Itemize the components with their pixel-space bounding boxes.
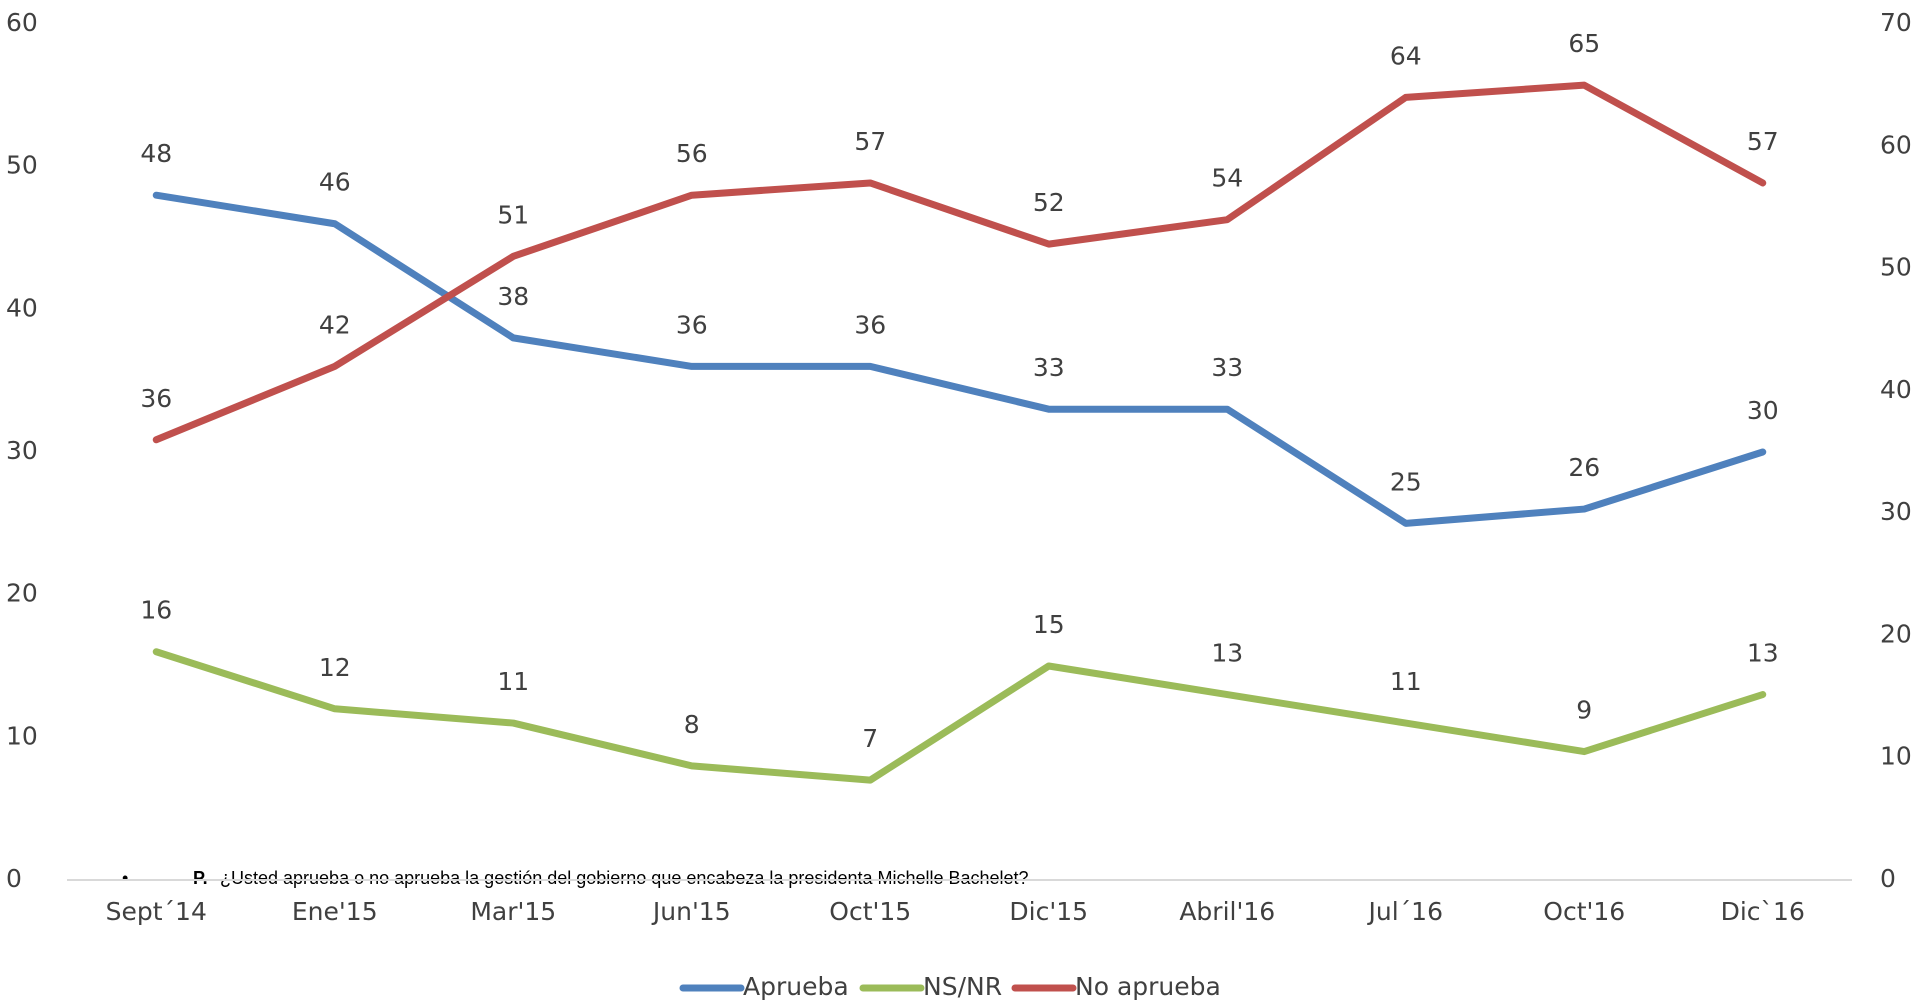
data-label: 36 (854, 310, 886, 339)
y-tick-label: 60 (6, 8, 38, 37)
y2-tick-label: 70 (1880, 8, 1912, 37)
data-label: 64 (1390, 41, 1422, 70)
data-label: 42 (319, 310, 351, 339)
data-label: 7 (862, 724, 878, 753)
y2-tick-label: 20 (1880, 619, 1912, 648)
data-label: 52 (1033, 188, 1065, 217)
data-label: 26 (1568, 453, 1600, 482)
data-label: 30 (1747, 396, 1779, 425)
legend-label: No aprueba (1075, 972, 1221, 1001)
data-label: 12 (319, 653, 351, 682)
y2-tick-label: 0 (1880, 864, 1896, 893)
data-label: 8 (684, 710, 700, 739)
y-tick-label: 50 (6, 151, 38, 180)
legend-label: NS/NR (923, 972, 1002, 1001)
data-label: 13 (1211, 639, 1243, 668)
line (156, 195, 1763, 523)
data-label: 11 (497, 667, 529, 696)
y2-tick-label: 60 (1880, 130, 1912, 159)
data-label: 11 (1390, 667, 1422, 696)
note: ¿Usted aprueba o no aprueba la gestión d… (220, 868, 1029, 888)
x-tick-label: Oct'16 (1543, 897, 1625, 926)
y2-tick-label: 10 (1880, 742, 1912, 771)
y-tick-label: 30 (6, 436, 38, 465)
x-tick-label: Mar'15 (470, 897, 556, 926)
data-label: 48 (140, 139, 172, 168)
data-label: 56 (676, 139, 708, 168)
data-label: 9 (1576, 696, 1592, 725)
x-tick-label: Ene'15 (292, 897, 378, 926)
data-label: 25 (1390, 467, 1422, 496)
y-tick-label: 20 (6, 579, 38, 608)
data-label: 13 (1747, 639, 1779, 668)
data-label: 38 (497, 282, 529, 311)
data-label: 33 (1211, 353, 1243, 382)
x-tick-label: Jun'15 (651, 897, 731, 926)
x-tick-label: Jul´16 (1367, 897, 1443, 926)
chart: • P. ¿Usted aprueba o no aprueba la gest… (0, 0, 1917, 1004)
data-label: 36 (676, 310, 708, 339)
y2-tick-label: 50 (1880, 253, 1912, 282)
data-label: 33 (1033, 353, 1065, 382)
y2-tick-label: 30 (1880, 497, 1912, 526)
note-label: P. (193, 868, 208, 888)
y-tick-label: 10 (6, 721, 38, 750)
data-label: 65 (1568, 29, 1600, 58)
data-label: 57 (1747, 127, 1779, 156)
data-label: 46 (319, 168, 351, 197)
data-label: 54 (1211, 164, 1243, 193)
y-tick-label: 0 (6, 864, 22, 893)
data-label: 57 (854, 127, 886, 156)
data-label: 15 (1033, 610, 1065, 639)
note-bullet: • (122, 868, 128, 888)
x-tick-label: Dic'15 (1009, 897, 1088, 926)
y2-tick-label: 40 (1880, 375, 1912, 404)
data-label: 16 (140, 596, 172, 625)
x-tick-label: Oct'15 (829, 897, 911, 926)
x-tick-label: Dic`16 (1721, 897, 1805, 926)
data-label: 51 (497, 200, 529, 229)
data-label: 36 (140, 384, 172, 413)
line (156, 652, 1763, 780)
legend-label: Aprueba (743, 972, 849, 1001)
x-tick-label: Sept´14 (106, 897, 207, 926)
y-tick-label: 40 (6, 293, 38, 322)
x-tick-label: Abril'16 (1179, 897, 1275, 926)
